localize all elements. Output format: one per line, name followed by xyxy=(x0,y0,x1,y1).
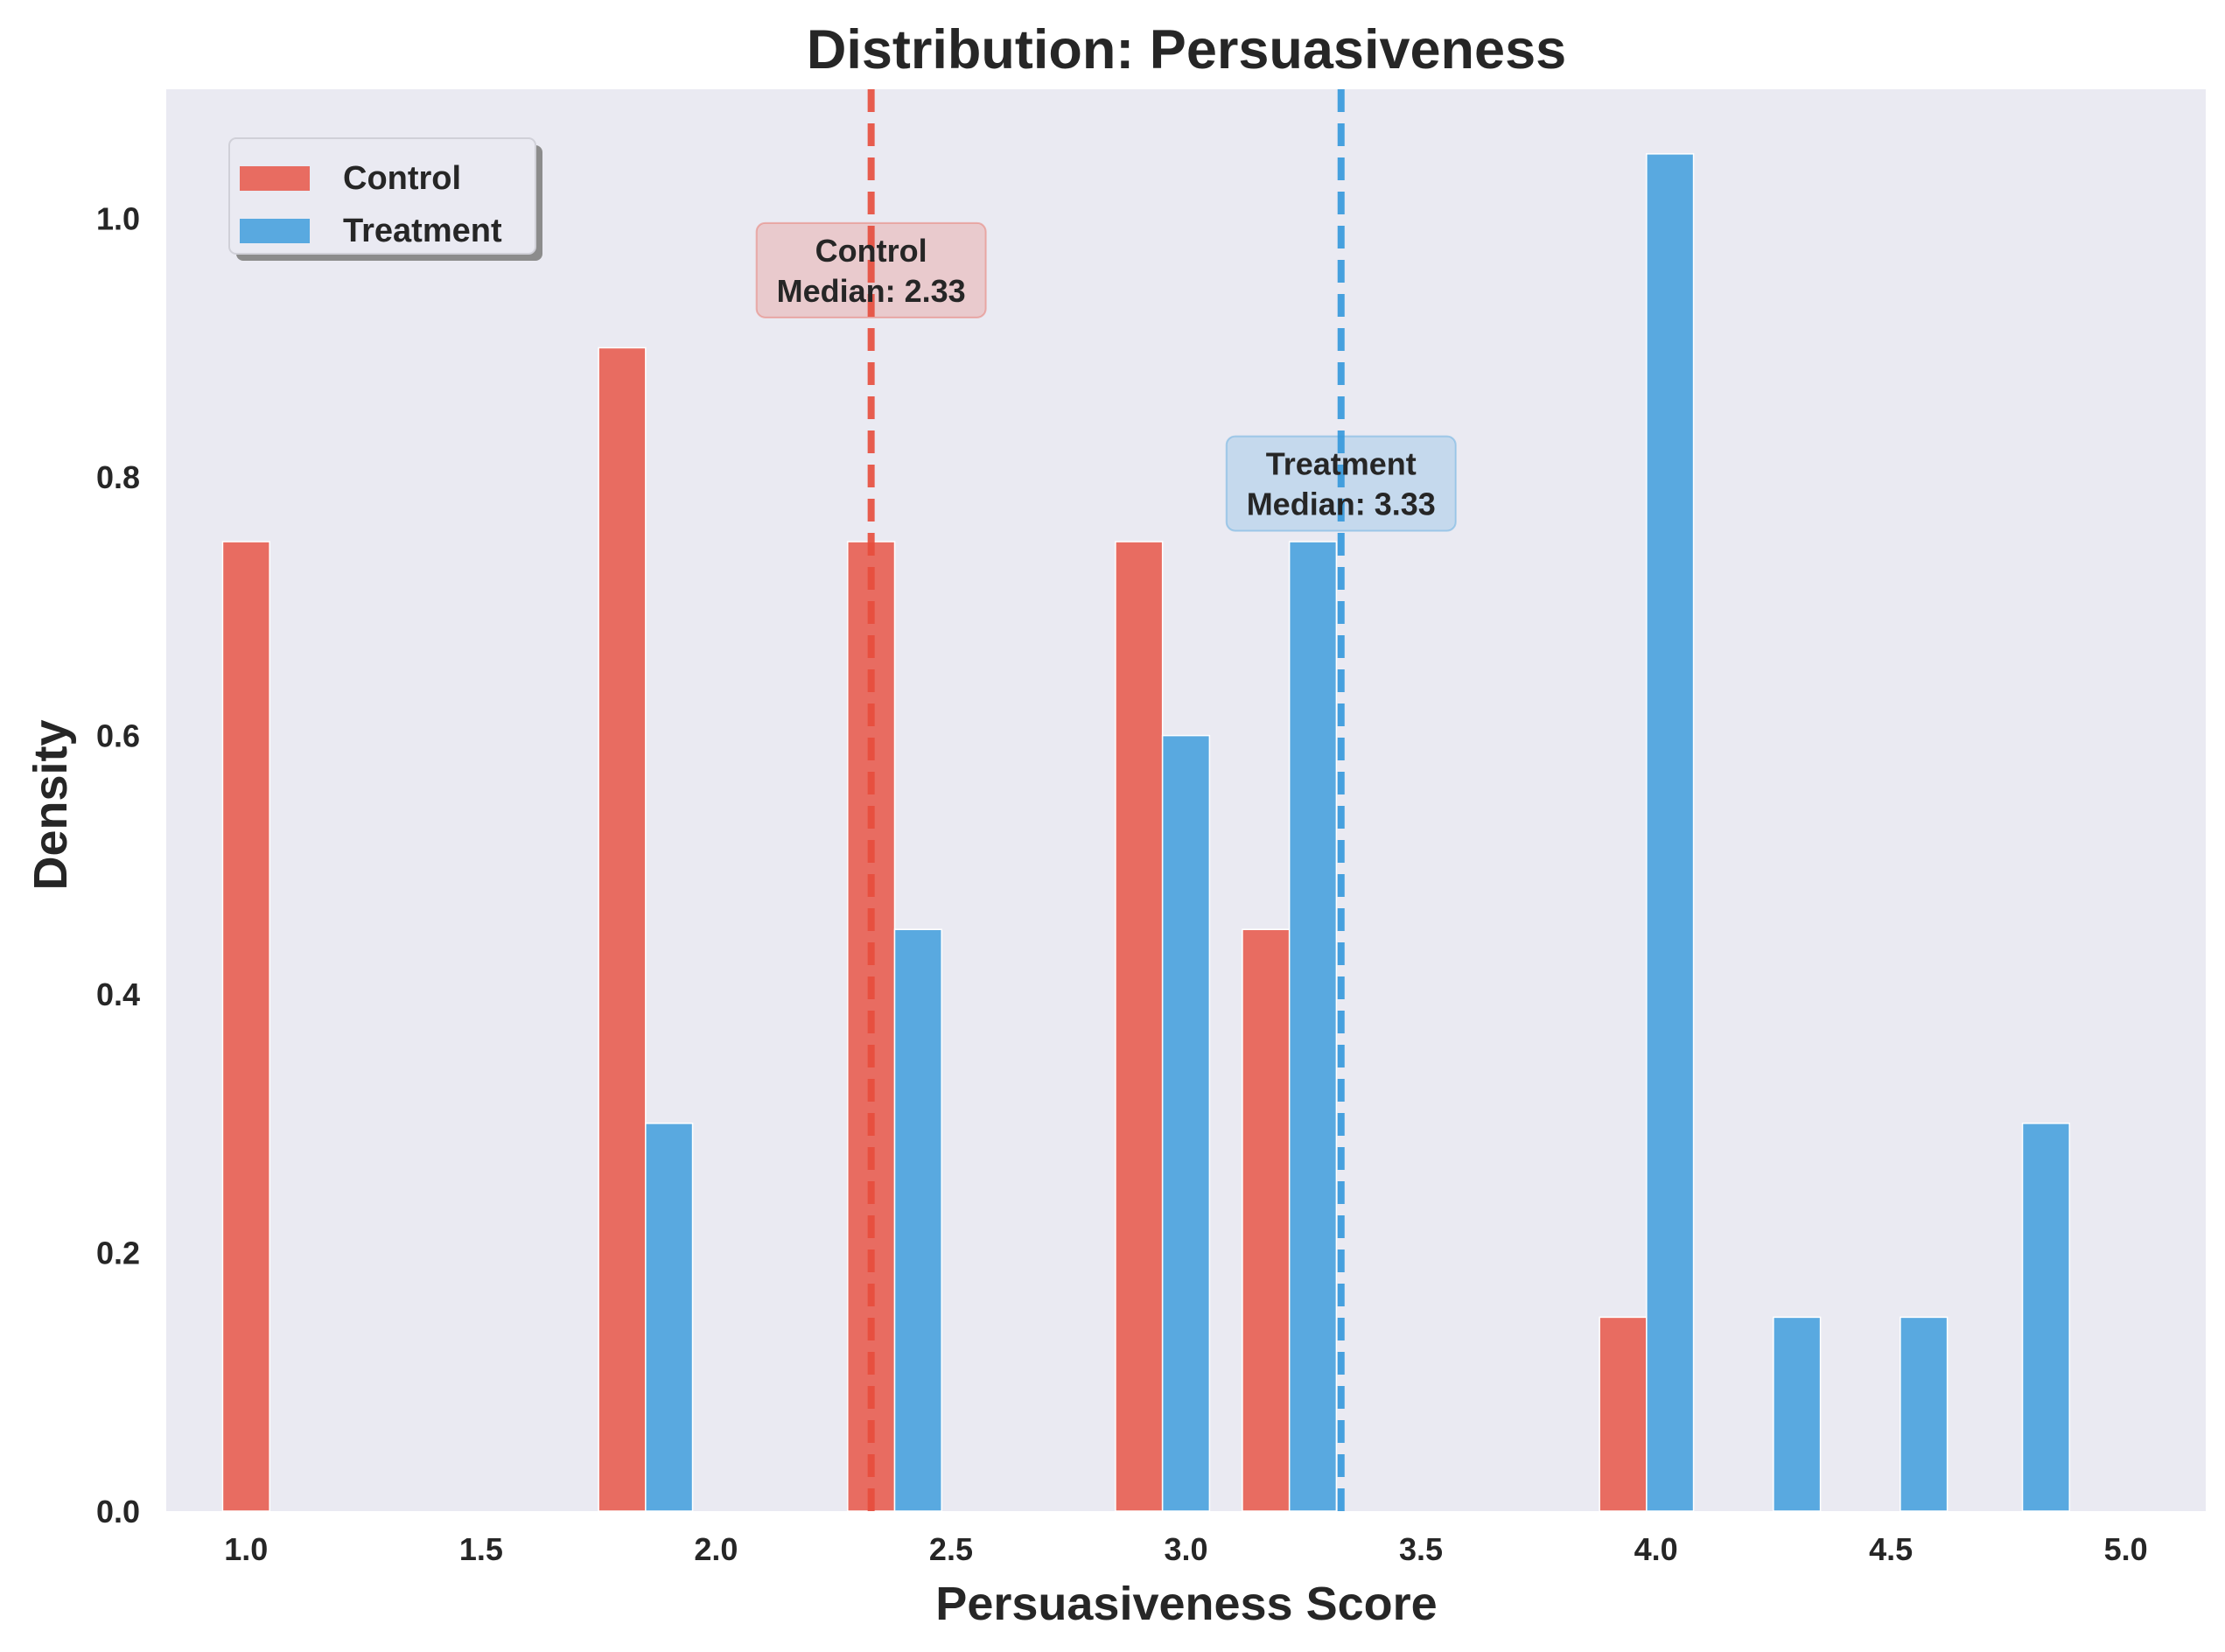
y-tick-label: 1.0 xyxy=(96,201,140,237)
treatment-median-label-line2: Median: 3.33 xyxy=(1247,486,1436,522)
treatment-bar-0 xyxy=(645,1123,694,1512)
control-legend-label: Control xyxy=(343,160,461,197)
y-tick-label: 0.6 xyxy=(96,718,140,754)
x-tick-label: 5.0 xyxy=(2104,1531,2148,1567)
control-bar-4 xyxy=(1242,928,1291,1512)
x-tick-label: 3.5 xyxy=(1399,1531,1443,1567)
control-bar-1 xyxy=(598,346,647,1512)
x-tick-label: 3.0 xyxy=(1164,1531,1207,1567)
y-tick-label: 0.4 xyxy=(96,976,140,1012)
median-annotations-layer: Control Median: 2.33 Treatment Median: 3.33 xyxy=(755,221,1457,532)
chart-title: Distribution: Persuasiveness xyxy=(807,19,1566,80)
control-bar-5 xyxy=(1599,1316,1648,1512)
control-bar-0 xyxy=(221,541,270,1512)
treatment-bar-2 xyxy=(1161,734,1211,1512)
y-axis-label: Density xyxy=(24,719,77,890)
control-bar-3 xyxy=(1115,541,1164,1512)
y-tick-label: 0.8 xyxy=(96,459,140,495)
y-tick-label: 0.0 xyxy=(96,1494,140,1530)
treatment-legend-label: Treatment xyxy=(343,213,502,249)
x-axis-ticks: 1.0 1.5 2.0 2.5 3.0 3.5 4.0 4.5 5.0 xyxy=(224,1531,2147,1567)
y-tick-label: 0.2 xyxy=(96,1236,140,1271)
x-tick-label: 1.5 xyxy=(459,1531,503,1567)
treatment-bar-3 xyxy=(1288,541,1338,1512)
x-tick-label: 1.0 xyxy=(224,1531,268,1567)
x-tick-label: 4.5 xyxy=(1869,1531,1913,1567)
treatment-bar-1 xyxy=(893,928,942,1512)
treatment-bar-5 xyxy=(1773,1316,1822,1512)
x-tick-label: 4.0 xyxy=(1634,1531,1678,1567)
treatment-bar-6 xyxy=(1900,1316,1949,1512)
control-median-label-line1: Control xyxy=(815,233,927,269)
treatment-bar-4 xyxy=(1646,153,1695,1512)
control-median-label-line2: Median: 2.33 xyxy=(777,273,966,309)
legend: Control Treatment xyxy=(228,137,542,261)
control-median-label-box xyxy=(755,221,987,318)
treatment-median-label-box xyxy=(1225,435,1457,532)
bars-layer xyxy=(221,153,2070,1512)
x-tick-label: 2.5 xyxy=(929,1531,973,1567)
x-axis-label: Persuasiveness Score xyxy=(935,1578,1437,1630)
treatment-legend-swatch xyxy=(240,219,310,243)
y-axis-ticks: 0.0 0.2 0.4 0.6 0.8 1.0 xyxy=(96,201,140,1530)
treatment-bar-7 xyxy=(2021,1123,2070,1512)
control-legend-swatch xyxy=(240,166,310,191)
x-tick-label: 2.0 xyxy=(694,1531,738,1567)
treatment-median-label-line1: Treatment xyxy=(1266,446,1417,482)
